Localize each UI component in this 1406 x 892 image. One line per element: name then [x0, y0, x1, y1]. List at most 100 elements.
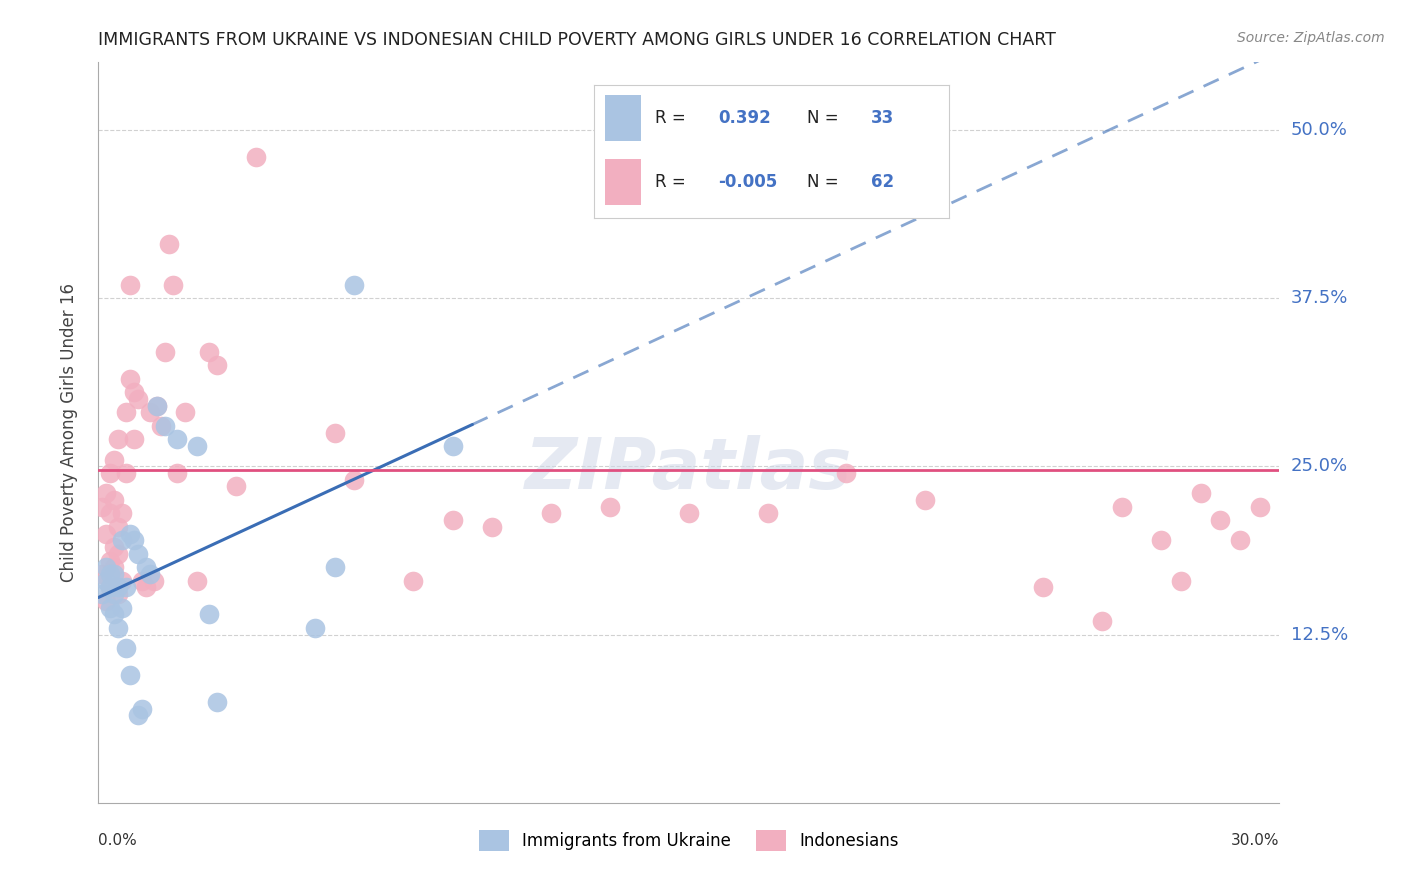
Point	[131, 574, 153, 588]
Point	[138, 405, 160, 419]
Point	[343, 473, 366, 487]
Point	[146, 399, 169, 413]
Text: 0.0%: 0.0%	[98, 833, 138, 848]
Text: ZIPatlas: ZIPatlas	[526, 435, 852, 504]
Point	[245, 150, 267, 164]
Point	[118, 372, 141, 386]
Point	[323, 425, 346, 440]
Point	[142, 574, 165, 588]
Point	[540, 507, 562, 521]
Point	[96, 486, 118, 500]
Point	[174, 405, 197, 419]
Point	[1249, 500, 1271, 514]
Point	[98, 581, 121, 595]
Point	[678, 507, 700, 521]
Point	[304, 621, 326, 635]
Point	[157, 237, 180, 252]
Point	[225, 479, 247, 493]
Point	[107, 520, 129, 534]
Point	[197, 607, 219, 622]
Point	[118, 277, 141, 292]
Point	[756, 507, 779, 521]
Point	[122, 385, 145, 400]
Text: Source: ZipAtlas.com: Source: ZipAtlas.com	[1237, 31, 1385, 45]
Point	[481, 520, 503, 534]
Point	[135, 581, 157, 595]
Text: 37.5%: 37.5%	[1291, 289, 1348, 307]
Text: 50.0%: 50.0%	[1291, 120, 1347, 139]
Point	[115, 581, 138, 595]
Point	[197, 344, 219, 359]
Legend: Immigrants from Ukraine, Indonesians: Immigrants from Ukraine, Indonesians	[472, 823, 905, 857]
Point	[166, 433, 188, 447]
Point	[343, 277, 366, 292]
Point	[1209, 513, 1232, 527]
Point	[91, 566, 114, 581]
Point	[155, 344, 177, 359]
Text: IMMIGRANTS FROM UKRAINE VS INDONESIAN CHILD POVERTY AMONG GIRLS UNDER 16 CORRELA: IMMIGRANTS FROM UKRAINE VS INDONESIAN CH…	[98, 31, 1056, 49]
Point	[1189, 486, 1212, 500]
Point	[162, 277, 184, 292]
Point	[111, 600, 134, 615]
Point	[107, 547, 129, 561]
Point	[98, 566, 121, 581]
Point	[103, 587, 125, 601]
Text: 25.0%: 25.0%	[1291, 458, 1348, 475]
Point	[599, 500, 621, 514]
Point	[122, 533, 145, 548]
Point	[127, 708, 149, 723]
Point	[98, 466, 121, 480]
Point	[155, 418, 177, 433]
Point	[135, 560, 157, 574]
Point	[402, 574, 425, 588]
Point	[1032, 581, 1054, 595]
Point	[103, 540, 125, 554]
Point	[107, 433, 129, 447]
Point	[103, 607, 125, 622]
Point	[107, 581, 129, 595]
Point	[103, 492, 125, 507]
Point	[115, 466, 138, 480]
Point	[1091, 614, 1114, 628]
Y-axis label: Child Poverty Among Girls Under 16: Child Poverty Among Girls Under 16	[59, 283, 77, 582]
Point	[115, 640, 138, 655]
Point	[103, 566, 125, 581]
Text: 30.0%: 30.0%	[1232, 833, 1279, 848]
Point	[323, 560, 346, 574]
Point	[166, 466, 188, 480]
Point	[441, 439, 464, 453]
Point	[107, 587, 129, 601]
Point	[146, 399, 169, 413]
Point	[111, 533, 134, 548]
Point	[122, 433, 145, 447]
Point	[131, 701, 153, 715]
Point	[111, 574, 134, 588]
Point	[914, 492, 936, 507]
Point	[96, 574, 118, 588]
Point	[103, 452, 125, 467]
Point	[835, 466, 858, 480]
Point	[441, 513, 464, 527]
Point	[118, 526, 141, 541]
Point	[127, 547, 149, 561]
Point	[107, 621, 129, 635]
Point	[205, 695, 228, 709]
Point	[118, 668, 141, 682]
Point	[96, 526, 118, 541]
Point	[111, 507, 134, 521]
Text: 12.5%: 12.5%	[1291, 625, 1348, 643]
Point	[127, 392, 149, 406]
Point	[98, 553, 121, 567]
Point	[98, 581, 121, 595]
Point	[98, 507, 121, 521]
Point	[96, 560, 118, 574]
Point	[91, 587, 114, 601]
Point	[1150, 533, 1173, 548]
Point	[186, 439, 208, 453]
Point	[91, 500, 114, 514]
Point	[115, 405, 138, 419]
Point	[150, 418, 173, 433]
Point	[205, 359, 228, 373]
Point	[138, 566, 160, 581]
Point	[1111, 500, 1133, 514]
